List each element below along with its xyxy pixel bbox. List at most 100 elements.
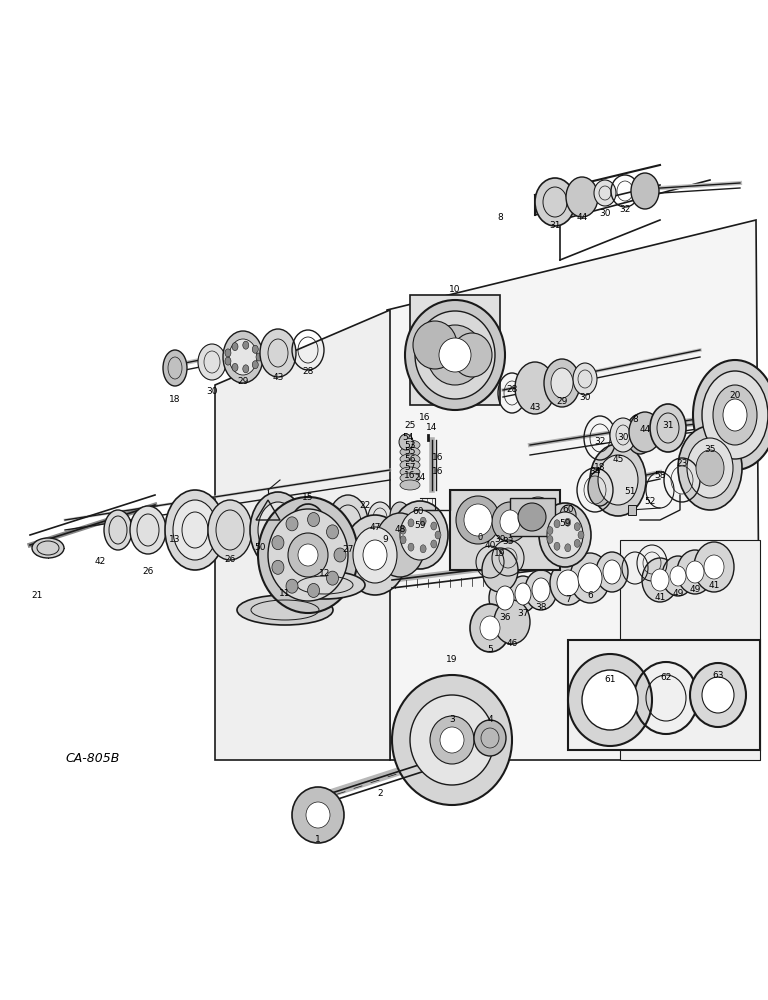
Ellipse shape: [572, 203, 578, 210]
Ellipse shape: [670, 566, 686, 586]
Ellipse shape: [400, 467, 420, 477]
Text: 30: 30: [579, 392, 591, 401]
Ellipse shape: [474, 720, 506, 756]
Text: 16: 16: [404, 471, 415, 480]
Ellipse shape: [541, 375, 545, 381]
Text: 58: 58: [654, 472, 666, 481]
Text: 32: 32: [619, 206, 631, 215]
Ellipse shape: [515, 583, 531, 605]
Ellipse shape: [573, 363, 597, 395]
Ellipse shape: [288, 533, 328, 577]
Ellipse shape: [525, 570, 557, 610]
Ellipse shape: [723, 399, 747, 431]
Ellipse shape: [368, 502, 392, 534]
Ellipse shape: [579, 182, 585, 190]
Text: 15: 15: [303, 493, 314, 502]
Ellipse shape: [593, 194, 599, 200]
Ellipse shape: [232, 343, 238, 351]
Ellipse shape: [586, 184, 592, 191]
Ellipse shape: [363, 540, 387, 570]
Ellipse shape: [163, 350, 187, 386]
Ellipse shape: [546, 391, 551, 397]
Ellipse shape: [413, 321, 457, 369]
Text: 28: 28: [506, 385, 518, 394]
Ellipse shape: [632, 424, 637, 430]
Ellipse shape: [515, 362, 555, 414]
Ellipse shape: [410, 695, 494, 785]
Text: 14: 14: [426, 424, 438, 432]
Ellipse shape: [548, 385, 554, 391]
Ellipse shape: [546, 379, 551, 385]
Text: 4: 4: [487, 716, 493, 724]
Text: 48: 48: [394, 526, 406, 534]
Text: 39: 39: [495, 536, 506, 544]
Ellipse shape: [225, 349, 231, 357]
Ellipse shape: [522, 497, 554, 533]
Ellipse shape: [525, 375, 529, 381]
Ellipse shape: [252, 345, 258, 353]
Text: 30: 30: [599, 209, 611, 218]
Text: 11: 11: [280, 588, 291, 597]
Text: 56: 56: [404, 456, 415, 464]
Ellipse shape: [258, 502, 298, 558]
Text: 46: 46: [506, 640, 518, 648]
Ellipse shape: [590, 444, 646, 516]
Ellipse shape: [643, 420, 647, 426]
Ellipse shape: [539, 503, 591, 567]
Text: 8: 8: [497, 214, 503, 223]
Text: 47: 47: [369, 524, 381, 532]
Ellipse shape: [704, 555, 724, 579]
Ellipse shape: [229, 339, 257, 375]
Text: 59: 59: [414, 522, 425, 530]
Text: 40: 40: [485, 540, 495, 550]
Text: 43: 43: [273, 372, 283, 381]
Ellipse shape: [298, 544, 318, 566]
Ellipse shape: [662, 556, 694, 596]
Text: 50: 50: [254, 544, 266, 552]
Ellipse shape: [440, 727, 464, 753]
Ellipse shape: [430, 716, 474, 764]
Text: CA-805B: CA-805B: [65, 752, 119, 764]
Text: 53: 53: [404, 440, 415, 450]
Ellipse shape: [626, 414, 654, 454]
Text: 5: 5: [487, 646, 493, 654]
Ellipse shape: [306, 802, 330, 828]
Ellipse shape: [702, 677, 734, 713]
Ellipse shape: [353, 527, 397, 583]
Ellipse shape: [713, 385, 757, 445]
Ellipse shape: [541, 395, 545, 401]
Text: 3: 3: [449, 716, 455, 724]
Text: 26: 26: [142, 568, 154, 576]
Text: 63: 63: [712, 672, 723, 680]
Ellipse shape: [328, 495, 368, 551]
Ellipse shape: [272, 560, 284, 574]
Text: 44: 44: [640, 426, 650, 434]
Text: 19: 19: [446, 656, 458, 664]
Ellipse shape: [292, 787, 344, 843]
Text: 29: 29: [556, 397, 568, 406]
Ellipse shape: [482, 548, 518, 592]
Ellipse shape: [532, 397, 538, 403]
Ellipse shape: [400, 473, 420, 483]
Ellipse shape: [535, 178, 575, 226]
Ellipse shape: [452, 333, 492, 377]
Ellipse shape: [567, 188, 573, 195]
Ellipse shape: [408, 519, 414, 527]
Ellipse shape: [564, 544, 571, 552]
Ellipse shape: [610, 418, 636, 452]
Ellipse shape: [570, 553, 610, 603]
Bar: [628, 505, 636, 515]
Ellipse shape: [582, 670, 638, 730]
Ellipse shape: [225, 357, 231, 365]
Ellipse shape: [489, 578, 521, 618]
Text: 21: 21: [31, 590, 43, 599]
Ellipse shape: [420, 545, 426, 553]
Text: 19: 19: [495, 550, 506, 558]
Ellipse shape: [400, 480, 420, 490]
Ellipse shape: [509, 576, 537, 612]
Ellipse shape: [480, 616, 500, 640]
Ellipse shape: [326, 571, 339, 585]
Text: 34: 34: [589, 468, 601, 477]
Text: 16: 16: [432, 454, 444, 462]
Text: 29: 29: [237, 377, 249, 386]
